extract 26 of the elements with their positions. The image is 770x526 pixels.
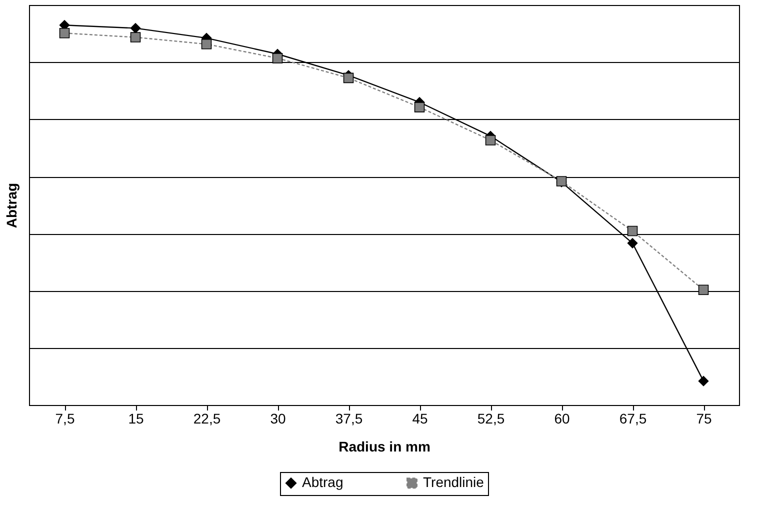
x-axis-title: Radius in mm [338,438,430,454]
x-tick-label: 37,5 [335,410,363,426]
point [627,226,638,236]
x-tick-label: 7,5 [55,410,75,426]
point [59,28,70,38]
x-tick-label: 52,5 [477,410,505,426]
x-tick-label: 45 [412,410,428,426]
x-tick-label: 30 [270,410,286,426]
x-tick-label: 60 [554,410,570,426]
x-tick-label: 75 [696,410,712,426]
point [201,38,212,50]
point [343,72,354,84]
legend-label: Trendlinie [423,474,484,490]
point [698,376,709,386]
point [130,32,141,42]
point [414,102,425,112]
point [130,23,141,34]
y-axis-title: Abtrag [4,182,20,228]
point [698,284,709,296]
legend-label: Abtrag [302,474,344,490]
point [485,135,496,146]
x-tick-label: 15 [128,410,144,426]
x-tick-label: 67,5 [619,410,647,426]
x-tick-label: 22,5 [193,410,221,426]
point [627,238,638,248]
point [272,53,283,64]
